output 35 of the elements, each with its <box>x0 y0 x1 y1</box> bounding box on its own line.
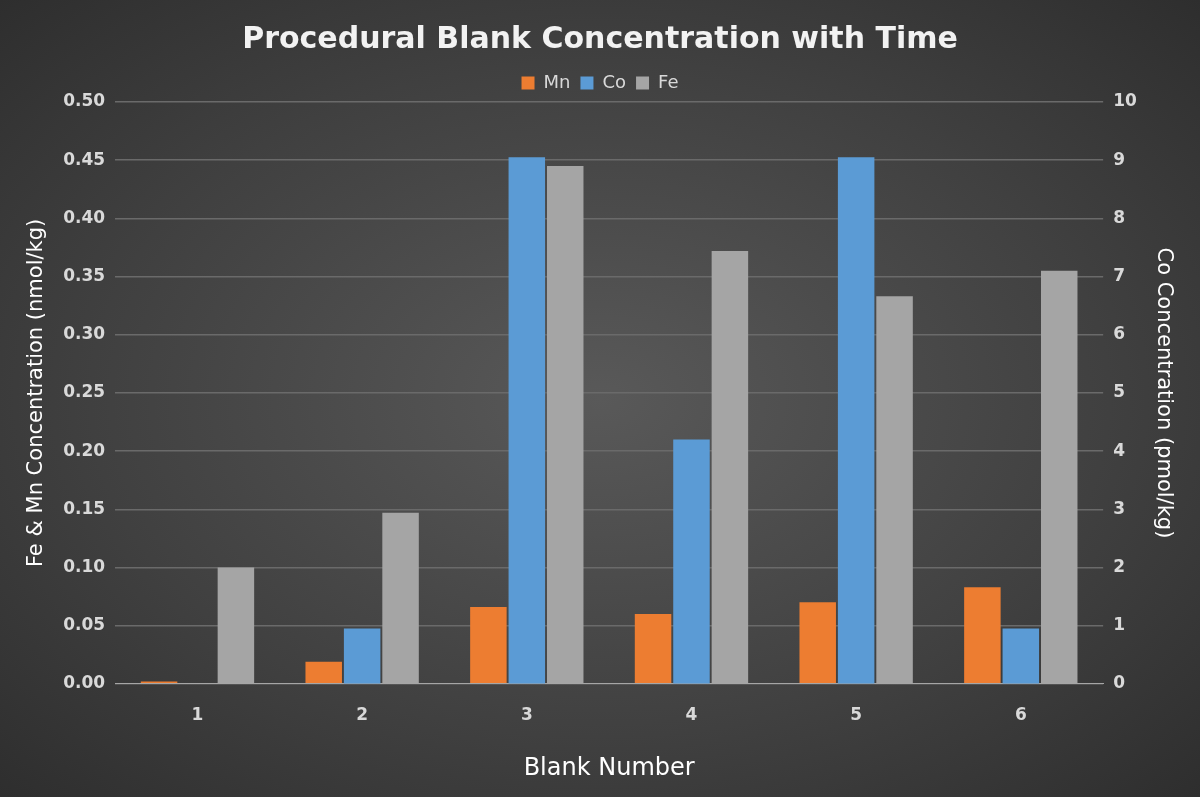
y2-tick-label: 7 <box>1113 264 1125 285</box>
y2-tick-label: 9 <box>1113 148 1125 169</box>
y-tick-label: 0.00 <box>63 672 106 693</box>
y2-tick-label: 5 <box>1113 381 1125 402</box>
y-tick-label: 0.40 <box>63 206 106 227</box>
y2-tick-label: 0 <box>1113 672 1126 693</box>
chart-title: Procedural Blank Concentration with Time <box>242 19 958 55</box>
y2-axis-title: Co Concentration (pmol/kg) <box>1152 247 1177 539</box>
x-tick-label: 1 <box>191 704 204 725</box>
y2-tick-label: 6 <box>1113 323 1125 344</box>
y-tick-label: 0.50 <box>63 90 106 111</box>
y-tick-label: 0.15 <box>63 497 106 518</box>
y-tick-label: 0.10 <box>63 555 106 576</box>
y-tick-label: 0.05 <box>63 614 106 635</box>
y2-tick-label: 3 <box>1113 497 1125 518</box>
y2-tick-label: 10 <box>1113 90 1137 111</box>
y-tick-label: 0.20 <box>63 439 106 460</box>
y-tick-label: 0.30 <box>63 323 106 344</box>
legend-label: Co <box>602 70 627 92</box>
x-tick-label: 4 <box>685 704 698 725</box>
x-tick-label: 3 <box>520 704 533 725</box>
x-axis-title: Blank Number <box>523 752 695 781</box>
x-tick-label: 5 <box>850 704 863 725</box>
legend-label: Mn <box>543 70 571 92</box>
legend-label: Fe <box>658 70 679 92</box>
y2-tick-label: 1 <box>1113 614 1125 635</box>
x-tick-label: 2 <box>356 704 369 725</box>
y-axis-title: Fe & Mn Concentration (nmol/kg) <box>23 218 48 568</box>
y2-tick-label: 2 <box>1113 555 1125 576</box>
y2-tick-label: 8 <box>1113 206 1125 227</box>
y-tick-label: 0.25 <box>63 381 106 402</box>
x-tick-label: 6 <box>1014 704 1027 725</box>
y2-tick-label: 4 <box>1113 439 1126 460</box>
y-tick-label: 0.35 <box>63 264 106 285</box>
y-tick-label: 0.45 <box>63 148 106 169</box>
